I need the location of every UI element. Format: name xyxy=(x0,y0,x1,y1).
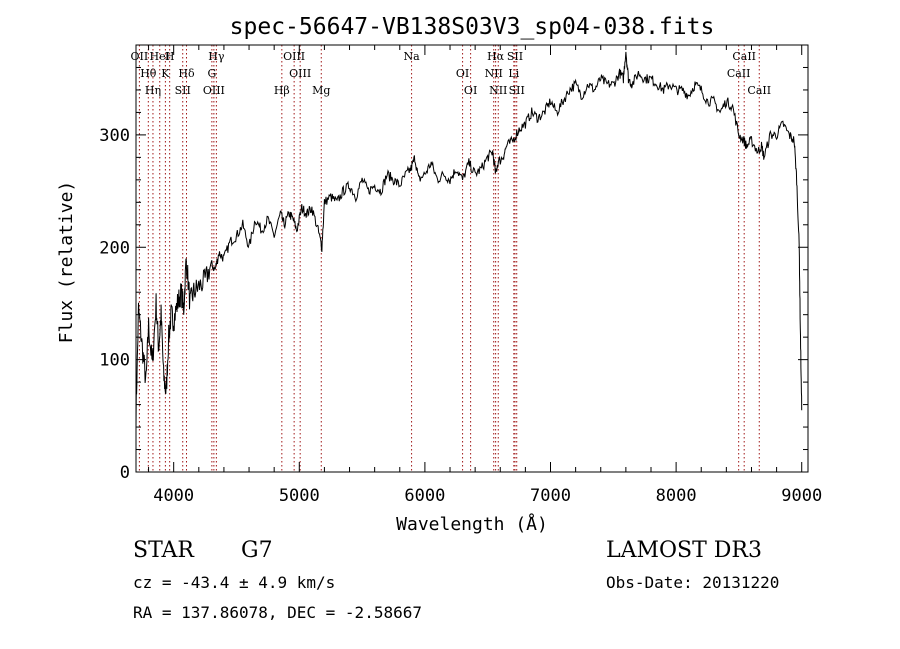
spectral-line-label: Hγ xyxy=(208,50,225,63)
x-tick-label: 7000 xyxy=(530,486,571,506)
y-tick-label: 300 xyxy=(99,126,130,146)
spectral-line-label: NII xyxy=(485,67,503,80)
spectral-line-label: Mg xyxy=(312,84,330,97)
y-tick-label: 0 xyxy=(120,463,130,483)
spectral-line-label: H xyxy=(165,50,175,63)
spectral-line-label: SII xyxy=(507,50,523,63)
x-tick-label: 6000 xyxy=(404,486,445,506)
spectral-lines xyxy=(138,45,760,472)
x-tick-label: 9000 xyxy=(781,486,822,506)
axis-tick-labels: 4000 5000 6000 7000 8000 9000 0 100 200 300 xyxy=(99,126,822,506)
spectral-line-label: Hθ xyxy=(140,67,157,80)
spectral-line-label: Hδ xyxy=(178,67,195,80)
spectral-line-label: Li xyxy=(508,67,519,80)
subclass: G7 xyxy=(241,538,273,563)
spectral-line-label: K xyxy=(161,67,170,80)
spectral-line-label: OII xyxy=(131,50,149,63)
x-tick-label: 8000 xyxy=(656,486,697,506)
x-axis-label: Wavelength (Å) xyxy=(396,513,548,535)
spectral-line-label: CaII xyxy=(727,67,751,80)
spectral-line-label: SII xyxy=(509,84,525,97)
spectral-line-label: NII xyxy=(489,84,507,97)
axis-ticks xyxy=(136,45,808,473)
spectral-line-label: Na xyxy=(403,50,420,63)
object-class: STAR xyxy=(133,538,194,563)
spectral-line-label: OIII xyxy=(203,84,225,97)
plot-frame xyxy=(135,44,809,473)
spectral-line-label: HeI xyxy=(150,50,170,63)
spectral-line-label: SII xyxy=(175,84,191,97)
spectral-line-label: Hα xyxy=(487,50,505,63)
redshift-cz: cz = -43.4 ± 4.9 km/s xyxy=(133,573,336,592)
x-tick-label: 4000 xyxy=(153,486,194,506)
spectral-line-label: OI xyxy=(464,84,477,97)
spectral-line-label: OI xyxy=(456,67,469,80)
y-tick-label: 200 xyxy=(99,238,130,258)
spectral-line-label: OIII xyxy=(289,67,311,80)
spectral-line-label: G xyxy=(207,67,216,80)
y-tick-label: 100 xyxy=(99,351,130,371)
spectral-line-labels: OIIHθHηHeIKSIIHHδOIIIHγGHβOIIIOIIIMgNaOI… xyxy=(131,50,772,97)
ra-dec: RA = 137.86078, DEC = -2.58667 xyxy=(133,603,422,622)
spectral-line-label: CaII xyxy=(747,84,771,97)
x-tick-label: 5000 xyxy=(279,486,320,506)
chart-title: spec-56647-VB138S03V3_sp04-038.fits xyxy=(230,14,715,40)
spectrum-series-line xyxy=(135,51,803,429)
y-axis-label: Flux (relative) xyxy=(56,181,77,344)
spectral-line-label: OIII xyxy=(283,50,305,63)
spectral-line-label: Hβ xyxy=(274,84,290,97)
spectral-line-label: CaII xyxy=(732,50,756,63)
survey-name: LAMOST DR3 xyxy=(606,538,762,563)
spectral-line-label: Hη xyxy=(145,84,161,97)
obs-date: Obs-Date: 20131220 xyxy=(606,573,780,592)
